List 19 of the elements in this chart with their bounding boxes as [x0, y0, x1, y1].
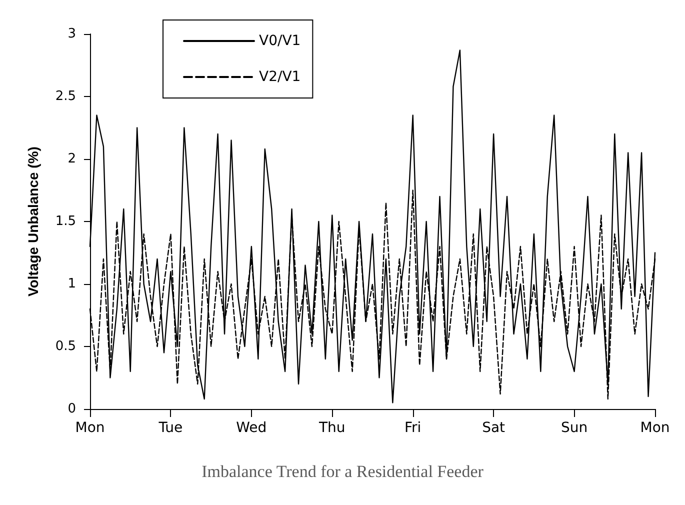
x-tick-label: Mon	[640, 420, 670, 436]
x-tick-label: Wed	[236, 420, 267, 436]
x-tick-label: Sun	[560, 420, 588, 436]
legend-label: V0/V1	[259, 33, 301, 49]
x-tick-label: Fri	[404, 420, 422, 436]
y-tick-label: 1	[68, 276, 76, 292]
x-tick-label: Thu	[318, 420, 346, 436]
text: Imbalance Trend for a Residential Feeder	[202, 462, 484, 481]
y-tick-label: 2	[68, 152, 76, 166]
y-tick-label: 2.5	[55, 89, 76, 104]
y-axis-title: Voltage Unbalance (%)	[25, 146, 41, 296]
y-tick-label: 3	[68, 26, 76, 42]
y-tick-label: 0	[68, 402, 76, 416]
x-tick-label: Mon	[75, 420, 105, 436]
y-tick-label: 1.5	[55, 214, 76, 229]
x-tick-label: Sat	[482, 420, 506, 436]
legend-label: V2/V1	[259, 69, 301, 85]
y-tick-label: 0.5	[55, 339, 76, 354]
x-tick-label: Tue	[158, 420, 183, 436]
